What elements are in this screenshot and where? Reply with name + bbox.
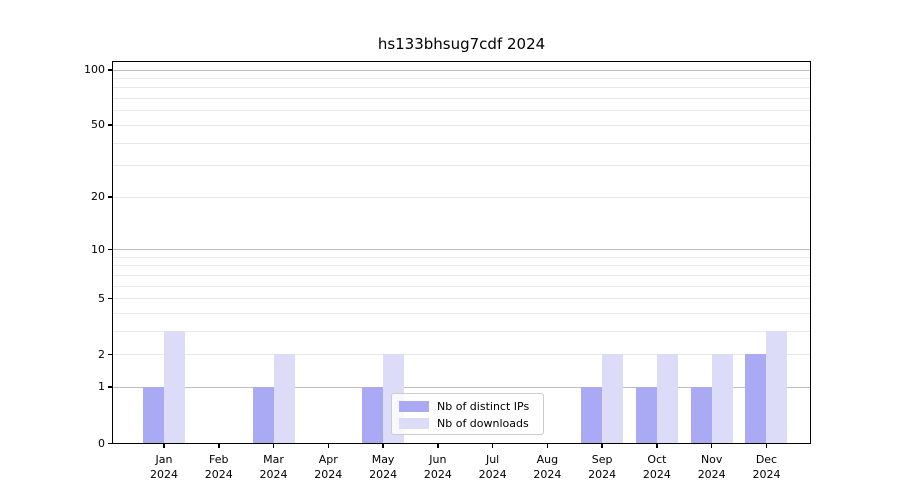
x-tick-mark <box>327 443 330 448</box>
gridline-minor <box>113 110 810 112</box>
y-tick-label: 100 <box>84 63 105 77</box>
x-tick-label: Jul 2024 <box>478 453 507 481</box>
gridline-major <box>113 249 810 250</box>
gridline-minor <box>113 285 810 287</box>
y-tick-label: 5 <box>98 291 105 305</box>
x-tick-label: Oct 2024 <box>642 453 671 481</box>
x-tick-label: Apr 2024 <box>314 453 343 481</box>
bar-downloads <box>766 330 788 443</box>
x-tick-mark <box>163 443 165 448</box>
y-tick-label: 1 <box>98 380 105 394</box>
x-tick-mark <box>437 443 439 448</box>
bar-distinct-ips <box>581 386 603 443</box>
y-tick-mark <box>108 124 113 126</box>
x-tick-mark <box>601 443 603 448</box>
x-tick-mark <box>272 443 275 448</box>
y-tick-mark <box>108 386 113 388</box>
gridline-minor <box>113 142 810 144</box>
legend-swatch-distinct-ips-icon <box>399 401 429 412</box>
gridline-minor <box>113 312 810 314</box>
y-tick-mark <box>108 69 113 71</box>
y-tick-label: 0 <box>98 436 105 450</box>
plot-area: Nb of distinct IPs Nb of downloads 0 1 2 5 1… <box>84 61 811 481</box>
gridline-minor <box>113 87 810 89</box>
bar-distinct-ips <box>252 386 274 443</box>
x-tick-mark <box>218 443 220 448</box>
bar-downloads <box>164 330 185 443</box>
gridline-minor <box>113 354 810 356</box>
y-tick-label: 2 <box>98 347 105 361</box>
y-tick-mark <box>108 353 113 356</box>
gridline-minor <box>113 196 810 198</box>
legend-swatch-downloads-icon <box>399 418 429 429</box>
bar-distinct-ips <box>690 386 712 443</box>
y-tick-label: 50 <box>91 118 105 132</box>
x-tick-mark <box>710 443 713 448</box>
bar-downloads <box>602 354 624 443</box>
y-tick-mark <box>108 297 113 300</box>
legend-item-distinct-ips: Nb of distinct IPs <box>399 398 537 415</box>
gridline-minor <box>113 78 810 80</box>
x-tick-mark <box>382 443 384 448</box>
x-tick-label: Nov 2024 <box>697 453 726 481</box>
gridline-minor <box>113 124 810 126</box>
x-tick-label: Sep 2024 <box>588 453 617 481</box>
legend-label-downloads: Nb of downloads <box>437 417 529 430</box>
x-tick-label: Jun 2024 <box>423 453 452 481</box>
x-tick-mark <box>546 443 549 448</box>
gridline-minor <box>113 330 810 332</box>
gridline-minor <box>113 298 810 300</box>
x-tick-mark <box>656 443 658 448</box>
x-tick-mark <box>491 443 494 448</box>
bar-distinct-ips <box>362 386 384 443</box>
gridline-major <box>113 69 810 71</box>
legend-item-downloads: Nb of downloads <box>399 415 537 432</box>
y-tick-mark <box>108 248 113 250</box>
y-tick-label: 10 <box>91 242 105 256</box>
y-tick-label: 20 <box>91 190 105 204</box>
gridline-minor <box>113 265 810 267</box>
x-tick-label: Feb 2024 <box>204 453 233 481</box>
chart-title: hs133bhsug7cdf 2024 <box>377 35 546 53</box>
bar-distinct-ips <box>635 386 657 443</box>
x-tick-label: Aug 2024 <box>533 453 562 481</box>
x-tick-label: May 2024 <box>369 453 398 481</box>
x-tick-label: Mar 2024 <box>259 453 288 481</box>
x-tick-mark <box>765 443 768 448</box>
bar-downloads <box>656 354 678 443</box>
gridline-minor <box>113 165 810 167</box>
y-tick-mark <box>108 442 113 444</box>
bar-distinct-ips <box>745 354 767 443</box>
gridline-major <box>113 386 810 388</box>
legend-label-distinct-ips: Nb of distinct IPs <box>437 400 530 413</box>
bar-downloads <box>711 354 733 443</box>
bar-distinct-ips <box>143 386 164 443</box>
gridline-minor <box>113 274 810 276</box>
bar-downloads <box>273 354 295 443</box>
y-tick-mark <box>108 196 113 198</box>
gridline-minor <box>113 256 810 258</box>
x-tick-label: Dec 2024 <box>752 453 781 481</box>
x-tick-label: Jan 2024 <box>150 453 178 481</box>
legend: Nb of distinct IPs Nb of downloads <box>391 393 544 435</box>
gridline-minor <box>113 98 810 100</box>
